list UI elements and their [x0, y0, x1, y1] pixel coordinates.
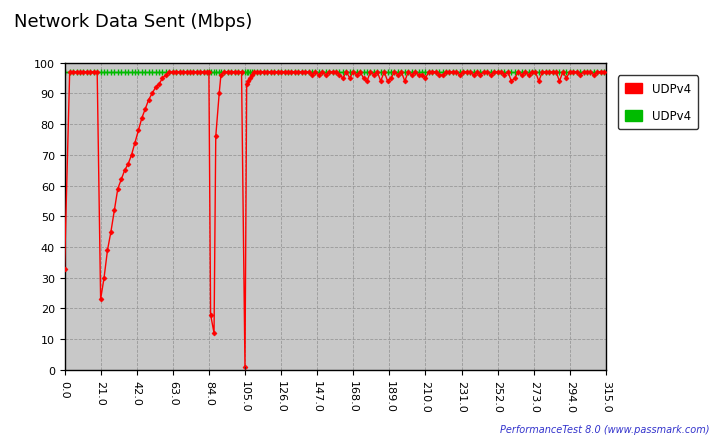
Text: PerformanceTest 8.0 (www.passmark.com): PerformanceTest 8.0 (www.passmark.com)	[500, 424, 710, 434]
Text: Network Data Sent (Mbps): Network Data Sent (Mbps)	[14, 13, 252, 31]
Legend: UDPv4, UDPv4: UDPv4, UDPv4	[617, 76, 698, 130]
